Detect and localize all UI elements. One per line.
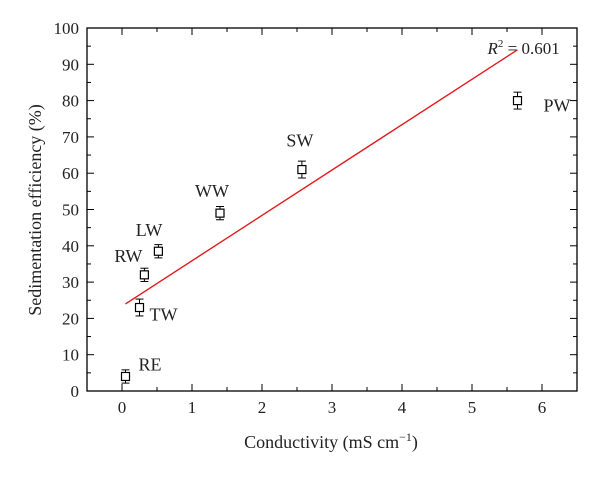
data-point xyxy=(120,371,131,382)
x-axis-label: Conductivity (mS cm−1) xyxy=(244,430,418,453)
x-tick-label: 3 xyxy=(328,398,337,417)
y-tick-label: 90 xyxy=(62,55,79,74)
y-tick-label: 100 xyxy=(54,19,80,38)
y-tick-label: 70 xyxy=(62,128,79,147)
point-label: WW xyxy=(195,181,229,201)
r-squared-annotation: R2 = 0.601 xyxy=(487,38,560,58)
data-point xyxy=(297,164,307,175)
data-point xyxy=(139,270,149,280)
y-tick-label: 20 xyxy=(62,309,79,328)
data-point xyxy=(134,302,145,313)
y-tick-label: 10 xyxy=(62,346,79,365)
y-axis-label: Sedimentation efficiency (%) xyxy=(25,104,46,316)
y-axis-title: Sedimentation efficiency (%) xyxy=(25,104,46,316)
r-squared-value: = 0.601 xyxy=(503,39,559,58)
data-point xyxy=(153,246,163,256)
y-tick-label: 60 xyxy=(62,164,79,183)
y-tick-label: 80 xyxy=(62,92,79,111)
x-tick-label: 4 xyxy=(398,398,407,417)
x-axis-label-suffix: ) xyxy=(412,432,418,453)
x-tick-label: 2 xyxy=(258,398,267,417)
r-squared-exponent: 2 xyxy=(498,38,504,50)
x-tick-label: 0 xyxy=(118,398,127,417)
y-tick-label: 30 xyxy=(62,273,79,292)
data-point xyxy=(512,95,523,106)
data-point xyxy=(215,208,225,218)
x-tick-label: 6 xyxy=(538,398,547,417)
point-label: SW xyxy=(286,131,313,151)
point-label: RW xyxy=(114,246,142,266)
point-label: TW xyxy=(150,305,178,325)
y-tick-label: 40 xyxy=(62,237,79,256)
x-axis-label-superscript: −1 xyxy=(399,430,412,444)
point-label: PW xyxy=(544,96,571,116)
y-tick-label: 50 xyxy=(62,201,79,220)
x-axis-label-main: Conductivity (mS cm xyxy=(244,432,399,453)
plot-frame xyxy=(86,27,578,392)
point-label: LW xyxy=(136,220,163,240)
x-tick-label: 1 xyxy=(188,398,197,417)
plot-area: 0 1 2 3 4 5 60102030405060708090100RETWRWLWWWS… xyxy=(54,19,578,417)
point-label: RE xyxy=(139,354,162,374)
r-squared-symbol: R xyxy=(487,39,499,58)
x-tick-label: 5 xyxy=(468,398,477,417)
fit-line xyxy=(125,49,518,305)
y-tick-label: 0 xyxy=(71,382,80,401)
